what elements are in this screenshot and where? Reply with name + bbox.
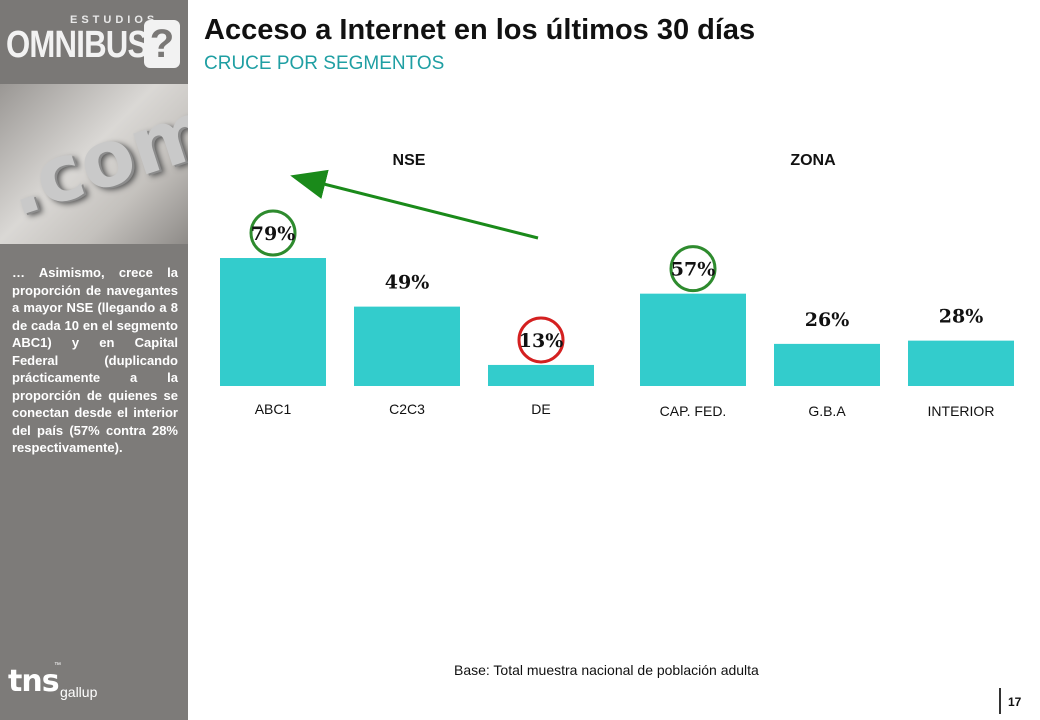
highlight-circle xyxy=(669,245,717,293)
bar xyxy=(908,340,1014,386)
chart-group-title: NSE xyxy=(393,152,426,169)
page-number: 17 xyxy=(1008,695,1022,709)
page-divider xyxy=(999,688,1001,714)
dotcom-photo: .com xyxy=(0,84,188,244)
logo-omnibus-text: OMNIBUS xyxy=(6,24,148,66)
highlight-circle xyxy=(517,316,565,364)
category-label: DE xyxy=(531,401,550,417)
data-label: 49% xyxy=(385,272,430,294)
category-label: ABC1 xyxy=(255,401,292,417)
base-note: Base: Total muestra nacional de població… xyxy=(454,662,759,678)
page-subtitle: CRUCE POR SEGMENTOS xyxy=(204,53,445,74)
data-label: 13% xyxy=(519,330,564,352)
chart-group-title: ZONA xyxy=(790,152,836,169)
data-label: 79% xyxy=(251,223,296,245)
data-label: 26% xyxy=(805,309,850,331)
bar xyxy=(220,258,326,386)
bar xyxy=(774,343,880,386)
sidebar-commentary: … Asimismo, crece la proporción de naveg… xyxy=(12,265,178,455)
bar xyxy=(354,306,460,386)
highlight-circle xyxy=(249,209,297,257)
trademark-mark: ™ xyxy=(54,662,61,669)
bar xyxy=(488,364,594,386)
omnibus-logo: ESTUDIOS OMNIBUS ? xyxy=(0,0,188,84)
data-label: 28% xyxy=(939,306,984,328)
question-mark-icon: ? xyxy=(144,20,180,68)
tns-logo: tns xyxy=(8,664,60,699)
data-label: 57% xyxy=(671,259,716,281)
category-label: INTERIOR xyxy=(928,403,995,419)
bar-chart: NSE 79% ABC1 49% C2C3 13% DE ZONA 57% CAP. FED. 26… xyxy=(220,152,1014,419)
trend-arrow xyxy=(290,169,539,240)
category-label: C2C3 xyxy=(389,401,425,417)
bar xyxy=(640,293,746,386)
sidebar: ESTUDIOS OMNIBUS ? .com … Asimismo, crec… xyxy=(0,0,188,720)
page-title: Acceso a Internet en los últimos 30 días xyxy=(204,14,756,46)
gallup-logo: gallup xyxy=(60,684,98,700)
dotcom-image-text: .com xyxy=(0,84,188,235)
category-label: CAP. FED. xyxy=(660,403,727,419)
category-label: G.B.A xyxy=(808,403,846,419)
logo-estudios-text: ESTUDIOS xyxy=(70,14,159,26)
